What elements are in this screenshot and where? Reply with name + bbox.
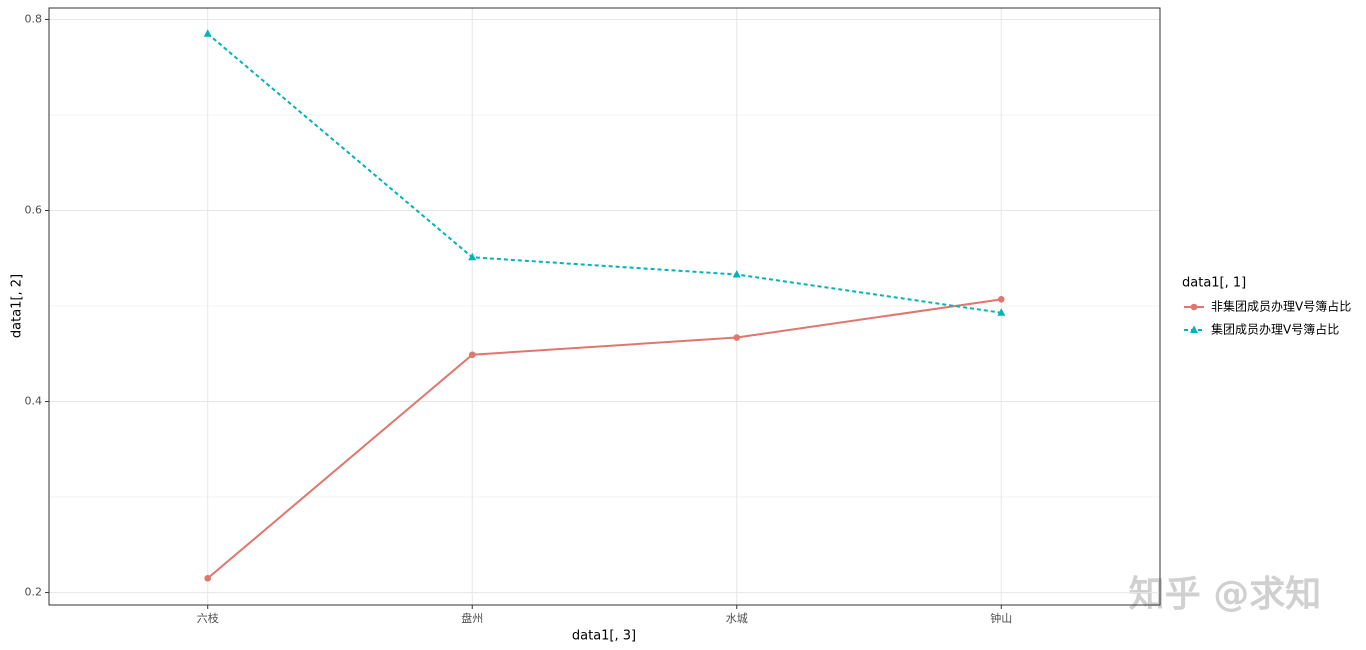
y-axis-title: data1[, 2]: [10, 274, 25, 338]
panel-border: [48, 7, 1161, 606]
y-tick-label: 0.4: [25, 395, 43, 408]
series-line: [207, 298, 1002, 580]
point: [732, 270, 741, 278]
point: [203, 29, 212, 37]
x-axis-title: data1[, 3]: [572, 629, 636, 644]
x-tick-label: 钟山: [990, 611, 1012, 625]
point: [733, 334, 741, 341]
x-tick-label: 六枝: [197, 611, 219, 625]
point: [1190, 303, 1198, 311]
point: [1190, 325, 1198, 333]
watermark: 知乎 @求知: [1129, 574, 1322, 615]
plot-layer: 0.2 0.4 0.6 0.8 六枝 盘州 水城 钟山: [25, 7, 1161, 625]
point: [468, 252, 477, 261]
legend-title: data1[, 1]: [1182, 276, 1246, 291]
x-tick-label: 水城: [726, 612, 748, 625]
legend-label: 非集团成员办理V号簿占比: [1211, 299, 1351, 314]
series-line: [207, 33, 1002, 314]
y-tick-label: 0.8: [25, 12, 43, 25]
y-tick-label: 0.6: [25, 204, 43, 217]
legend-label: 集团成员办理V号簿占比: [1211, 322, 1339, 337]
y-tick-label: 0.2: [25, 586, 43, 599]
point: [997, 308, 1006, 316]
x-tick-label: 盘州: [461, 611, 483, 625]
point: [204, 574, 212, 582]
point: [997, 296, 1005, 303]
point: [468, 351, 476, 359]
